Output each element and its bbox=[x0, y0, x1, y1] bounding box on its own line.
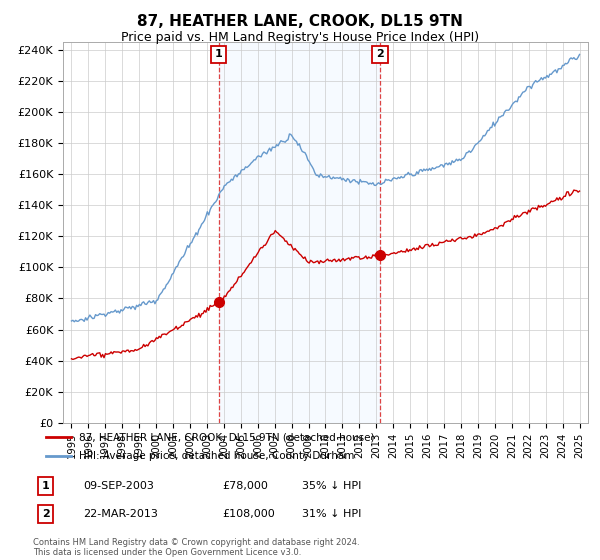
Text: 87, HEATHER LANE, CROOK, DL15 9TN: 87, HEATHER LANE, CROOK, DL15 9TN bbox=[137, 14, 463, 29]
Text: 09-SEP-2003: 09-SEP-2003 bbox=[83, 481, 154, 491]
Text: HPI: Average price, detached house, County Durham: HPI: Average price, detached house, Coun… bbox=[79, 451, 355, 461]
Text: £108,000: £108,000 bbox=[222, 509, 275, 519]
Bar bbox=[218, 42, 380, 423]
Text: 1: 1 bbox=[42, 481, 49, 491]
Text: 31% ↓ HPI: 31% ↓ HPI bbox=[302, 509, 361, 519]
Text: 2: 2 bbox=[42, 509, 49, 519]
Text: 35% ↓ HPI: 35% ↓ HPI bbox=[302, 481, 361, 491]
Text: Contains HM Land Registry data © Crown copyright and database right 2024.
This d: Contains HM Land Registry data © Crown c… bbox=[33, 538, 359, 557]
Text: Price paid vs. HM Land Registry's House Price Index (HPI): Price paid vs. HM Land Registry's House … bbox=[121, 31, 479, 44]
Text: £78,000: £78,000 bbox=[222, 481, 268, 491]
Text: 2: 2 bbox=[376, 49, 384, 59]
Text: 87, HEATHER LANE, CROOK, DL15 9TN (detached house): 87, HEATHER LANE, CROOK, DL15 9TN (detac… bbox=[79, 432, 374, 442]
Text: 22-MAR-2013: 22-MAR-2013 bbox=[83, 509, 158, 519]
Text: 1: 1 bbox=[215, 49, 223, 59]
